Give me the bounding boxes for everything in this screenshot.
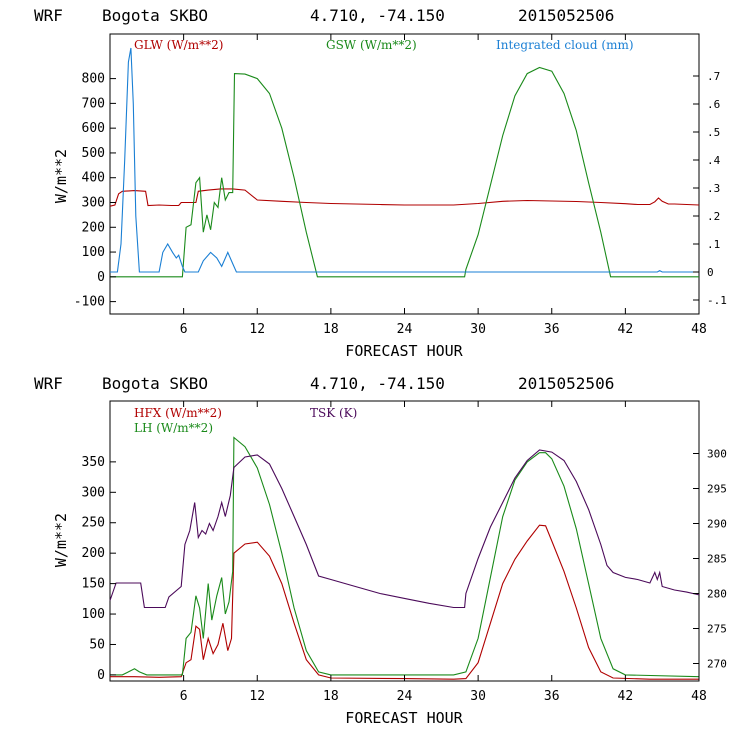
chart-bottom-y2-tick-label: 285 (707, 553, 727, 566)
chart-bottom-y-tick-label: 300 (82, 485, 105, 500)
chart-bottom-y2-tick-label: 275 (707, 623, 727, 636)
chart-bottom-header-run: 2015052506 (518, 374, 614, 393)
chart-top-data-layer (109, 47, 700, 278)
chart-top-y2-tick-label: .3 (707, 182, 720, 195)
chart-top-x-tick-label: 30 (470, 322, 486, 337)
chart-bottom-header-model: WRF (34, 374, 63, 393)
chart-top-legend-gsw: GSW (W/m**2) (326, 38, 417, 52)
chart-bottom-x-tick-label: 48 (691, 689, 707, 704)
chart-top-y-tick-label: 700 (82, 96, 105, 111)
chart-bottom-y2-tick-label: 280 (707, 588, 727, 601)
chart-top-y-tick-label: 500 (82, 146, 105, 161)
chart-bottom: WRF Bogota SKBO 4.710, -74.150 201505250… (34, 374, 727, 727)
chart-bottom-header-coords: 4.710, -74.150 (310, 374, 445, 393)
chart-bottom-x-axis-label: FORECAST HOUR (345, 709, 463, 727)
chart-bottom-y-tick-label: 100 (82, 607, 105, 622)
chart-top-y-tick-label: 300 (82, 195, 105, 210)
chart-top-y-tick-label: 200 (82, 220, 105, 235)
chart-top-y-tick-label: 400 (82, 171, 105, 186)
chart-top-legend-glw: GLW (W/m**2) (134, 38, 223, 52)
chart-top-y-ticks: -100 0 100 200 300 400 500 600 700 800 (74, 72, 116, 310)
chart-top-y2-tick-label: 0 (707, 266, 714, 279)
chart-top-y-tick-label: 0 (97, 270, 105, 285)
chart-top-y-tick-label: -100 (74, 295, 105, 310)
chart-bottom-legend-lh: LH (W/m**2) (134, 421, 213, 435)
chart-bottom-y-tick-label: 200 (82, 546, 105, 561)
chart-bottom-y2-tick-label: 295 (707, 483, 727, 496)
chart-bottom-x-tick-label: 6 (180, 689, 188, 704)
chart-bottom-legend-hfx: HFX (W/m**2) (134, 406, 222, 420)
chart-bottom-header-station: Bogota SKBO (102, 374, 208, 393)
chart-bottom-x-tick-label: 24 (397, 689, 413, 704)
chart-bottom-x-tick-label: 12 (249, 689, 265, 704)
chart-top-header-station: Bogota SKBO (102, 6, 208, 25)
chart-top-series-0 (109, 188, 700, 207)
chart-top-header-run: 2015052506 (518, 6, 614, 25)
chart-top-x-axis-label: FORECAST HOUR (345, 342, 463, 360)
chart-bottom-data-layer (109, 436, 700, 680)
chart-top-series-1 (110, 66, 699, 278)
chart-bottom-legend-tsk: TSK (K) (310, 406, 357, 420)
chart-bottom-y-tick-label: 350 (82, 455, 105, 470)
chart-top-y2-ticks: -.1 0 .1 .2 .3 .4 .5 .6 .7 (693, 70, 727, 307)
chart-bottom-series-0 (110, 524, 699, 680)
chart-bottom-y2-ticks: 270 275 280 285 290 295 300 (693, 448, 727, 671)
chart-top-x-tick-label: 12 (249, 322, 265, 337)
chart-top-y-tick-label: 600 (82, 121, 105, 136)
chart-bottom-y2-tick-label: 270 (707, 658, 727, 671)
chart-top-y2-tick-label: .6 (707, 98, 720, 111)
chart-top-y-tick-label: 100 (82, 245, 105, 260)
chart-bottom-x-tick-label: 36 (544, 689, 560, 704)
chart-bottom-y-tick-label: 0 (97, 668, 105, 683)
chart-top-legend-cloud: Integrated cloud (mm) (496, 38, 634, 52)
chart-top-y2-tick-label: -.1 (707, 294, 727, 307)
chart-bottom-x-tick-label: 18 (323, 689, 339, 704)
chart-top-y2-tick-label: .1 (707, 238, 720, 251)
chart-bottom-series-2 (109, 449, 700, 609)
chart-top-header-coords: 4.710, -74.150 (310, 6, 445, 25)
chart-top-y2-tick-label: .4 (707, 154, 721, 167)
chart-top-x-tick-label: 36 (544, 322, 560, 337)
chart-top-x-tick-label: 24 (397, 322, 413, 337)
chart-bottom-x-ticks: 6 12 18 24 30 36 42 48 (180, 401, 707, 704)
chart-top-y-tick-label: 800 (82, 72, 105, 87)
chart-top-header-model: WRF (34, 6, 63, 25)
chart-top-x-tick-label: 48 (691, 322, 707, 337)
chart-top-x-tick-label: 18 (323, 322, 339, 337)
chart-bottom-y-tick-label: 150 (82, 577, 105, 592)
chart-bottom-y-axis-label: W/m**2 (52, 513, 70, 567)
chart-bottom-y-tick-label: 50 (89, 637, 105, 652)
chart-top-y2-tick-label: .2 (707, 210, 720, 223)
chart-top-x-tick-label: 42 (618, 322, 634, 337)
chart-top-x-tick-label: 6 (180, 322, 188, 337)
chart-top-y2-tick-label: .5 (707, 126, 720, 139)
chart-bottom-y2-tick-label: 300 (707, 448, 727, 461)
chart-top-series-2 (110, 47, 699, 273)
chart-top-y2-tick-label: .7 (707, 70, 720, 83)
chart-top-y-axis-label: W/m**2 (52, 149, 70, 203)
chart-bottom-x-tick-label: 30 (470, 689, 486, 704)
chart-bottom-y2-tick-label: 290 (707, 518, 727, 531)
chart-bottom-plot-frame (109, 400, 700, 682)
chart-bottom-y-tick-label: 250 (82, 516, 105, 531)
chart-top: WRF Bogota SKBO 4.710, -74.150 201505250… (34, 6, 727, 360)
chart-bottom-x-tick-label: 42 (618, 689, 634, 704)
chart-top-x-ticks: 6 12 18 24 30 36 42 48 (180, 34, 707, 337)
chart-bottom-series-1 (110, 436, 700, 678)
chart-bottom-y-ticks: 0 50 100 150 200 250 300 350 (82, 455, 116, 683)
